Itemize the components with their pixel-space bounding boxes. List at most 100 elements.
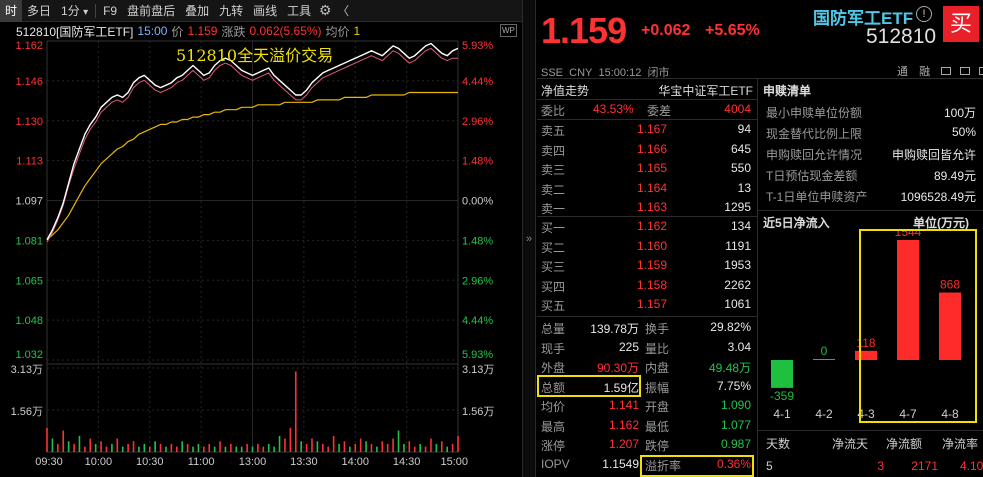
subscription-value: 50% — [951, 125, 976, 139]
column-divider — [757, 78, 758, 477]
highlight-total-amount — [537, 375, 641, 397]
stat-label: 最低 — [645, 419, 670, 434]
netflow-bar-label: 118 — [856, 336, 875, 350]
intraday-chart[interactable]: 1.162 1.146 1.130 1.113 1.097 1.081 1.065 1.048… — [0, 22, 522, 477]
stats-row: 均价 1.141 开盘 1.090 — [537, 396, 757, 415]
divider — [537, 78, 983, 79]
back-icon[interactable]: 〈 — [337, 4, 350, 18]
stat-value: 1.1549 — [602, 456, 639, 471]
x-tick: 14:00 — [341, 456, 369, 468]
window-icon[interactable] — [960, 67, 971, 75]
quote-time: 15:00:12 — [598, 67, 642, 79]
toolbar-item-f9[interactable]: F9 — [103, 3, 118, 18]
tong-icon[interactable]: 通 — [897, 66, 908, 78]
divider — [757, 430, 983, 431]
order-label: 买五 — [541, 299, 566, 313]
order-row[interactable]: 买一 1.162 134 — [537, 217, 757, 236]
order-row[interactable]: 买三 1.159 1953 — [537, 256, 757, 275]
subscription-label: 最小申赎单位份额 — [766, 106, 863, 120]
subscription-row: T-1日单位申赎资产 1096528.49元 — [762, 186, 980, 205]
y-axis-left: 1.162 1.146 1.130 1.113 1.097 1.081 1.065 1.048… — [11, 40, 43, 418]
volume-bars — [46, 371, 459, 452]
order-label: 卖五 — [541, 124, 566, 138]
order-price: 1.164 — [637, 180, 668, 195]
window-icon[interactable] — [941, 67, 952, 75]
price-polyline — [46, 42, 459, 241]
stat-value: 1.141 — [608, 398, 639, 412]
toolbar-item-prepost[interactable]: 盘前盘后 — [127, 3, 176, 18]
order-price: 1.159 — [637, 258, 668, 272]
order-volume: 550 — [730, 161, 751, 175]
tab-nav[interactable]: 净值走势 — [541, 84, 590, 98]
order-label: 买二 — [541, 240, 566, 255]
vol-tick-right: 1.56万 — [462, 406, 494, 418]
weibi-value: 43.53% — [593, 102, 634, 116]
toolbar-item-overlay[interactable]: 叠加 — [185, 3, 210, 18]
order-row[interactable]: 买二 1.160 1191 — [537, 237, 757, 256]
toolbar-item-multiday[interactable]: 多日 — [27, 3, 52, 18]
chart-change-label: 涨跌 — [221, 24, 246, 39]
stat-label: 开盘 — [645, 400, 670, 414]
y-tick-right: 4.44% — [462, 315, 493, 327]
subscription-label: T-1日单位申赎资产 — [766, 190, 868, 204]
stat-value: 3.04 — [727, 339, 751, 354]
quote-name: 国防军工ETF — [813, 9, 914, 28]
window-icon[interactable] — [979, 67, 983, 75]
x-tick: 14:30 — [393, 456, 421, 468]
chart-corner-badge[interactable]: WP — [500, 24, 517, 37]
stats-row: 外盘 90.30万 内盘 49.48万 — [537, 357, 757, 376]
expand-icon: » — [525, 232, 533, 245]
order-row[interactable]: 买五 1.157 1061 — [537, 295, 757, 314]
stat-value: 0.36% — [716, 456, 751, 471]
y-tick-left: 1.048 — [15, 315, 43, 327]
y-tick-left: 1.097 — [15, 196, 43, 208]
weicha-label: 委差 — [647, 104, 672, 118]
order-price: 1.158 — [637, 277, 668, 292]
stat-value: 225 — [618, 339, 639, 354]
stat-label: 振幅 — [645, 380, 670, 395]
netflow-summary-header: 净流率 — [942, 437, 979, 451]
toolbar-item-ninturn[interactable]: 九转 — [219, 3, 244, 18]
y-tick-right: 5.93% — [462, 40, 493, 52]
stats-row: 总额 1.59亿 振幅 7.75% — [537, 377, 757, 396]
toolbar-item-tools[interactable]: 工具 — [287, 3, 312, 18]
netflow-bar-label: 1544 — [895, 230, 922, 239]
y-tick-left: 1.130 — [15, 116, 43, 128]
quote-status: 闭市 — [647, 67, 670, 79]
x-axis: 09:30 10:00 10:30 11:00 13:00 13:30 14:00 14:30… — [35, 456, 468, 468]
tab-fund[interactable]: 华宝中证军工ETF — [658, 84, 753, 98]
stat-label: 涨停 — [541, 439, 566, 453]
toolbar-item-intraday[interactable]: 时 — [0, 0, 23, 22]
chevron-down-icon: ▾ — [83, 6, 89, 18]
info-icon[interactable]: ! — [916, 6, 932, 22]
order-row[interactable]: 卖五 1.167 94 — [537, 120, 757, 139]
stat-value: 90.30万 — [596, 361, 639, 375]
order-row[interactable]: 卖三 1.165 550 — [537, 159, 757, 178]
buy-button[interactable]: 买 — [943, 6, 979, 42]
stats-row: 总量 139.78万 换手 29.82% — [537, 318, 757, 337]
rong-icon[interactable]: 融 — [919, 66, 931, 78]
netflow-unit: 单位(万元) — [913, 216, 969, 230]
netflow-date-label: 4-2 — [815, 407, 833, 421]
stat-value: 29.82% — [710, 320, 751, 334]
y-tick-left: 1.032 — [15, 349, 43, 361]
netflow-summary-header: 净流天 — [832, 437, 869, 451]
stat-value: 49.48万 — [708, 361, 751, 375]
gear-icon[interactable]: ⚙ — [318, 2, 332, 18]
subscription-label: 现金替代比例上限 — [766, 127, 863, 141]
order-price: 1.165 — [637, 161, 668, 175]
chart-code-name: 512810[国防军工ETF] — [16, 24, 134, 39]
order-row[interactable]: 卖四 1.166 645 — [537, 140, 757, 159]
toolbar-item-draw[interactable]: 画线 — [253, 3, 278, 18]
x-tick: 10:00 — [85, 456, 113, 468]
quote-change: +0.062 — [641, 22, 691, 39]
order-row[interactable]: 买四 1.158 2262 — [537, 276, 757, 295]
subscription-label: T日预估现金差额 — [766, 169, 858, 183]
order-row[interactable]: 卖二 1.164 13 — [537, 179, 757, 198]
order-price: 1.162 — [637, 219, 668, 233]
stat-value: 1.207 — [608, 437, 639, 451]
netflow-date-label: 4-3 — [857, 407, 875, 421]
order-row[interactable]: 卖一 1.163 1295 — [537, 198, 757, 217]
panel-splitter[interactable]: » — [522, 0, 536, 477]
toolbar-item-period[interactable]: 1分 ▾ — [56, 0, 93, 22]
